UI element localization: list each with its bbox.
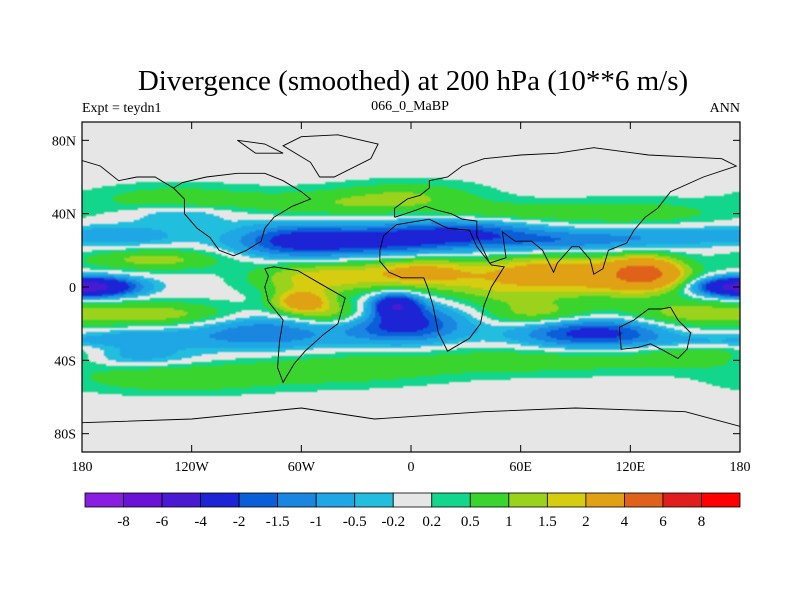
colorbar-label: -6 [156,514,169,530]
coastline-layer [82,134,740,427]
colorbar-swatch [354,492,394,508]
colorbar-label: -4 [194,514,207,530]
y-tick-label: 40N [52,208,76,223]
x-tick-label: 60W [288,460,316,475]
colorbar-swatch [277,492,317,508]
colorbar: -8 -6 -4 -2 -1.5 -1 -0.5 -0.2 0.2 0.5 1 1.5 2 4 6 8 [84,492,741,530]
colorbar-swatch [546,492,587,508]
divergence-contour-field [82,122,740,452]
y-tick-label: 40S [54,354,76,369]
colorbar-swatch [469,492,510,508]
colorbar-swatch [392,492,433,508]
colorbar-label: -2 [233,514,246,530]
x-tick-label: 0 [408,460,415,475]
colorbar-swatch [123,492,163,508]
colorbar-swatch [84,492,124,508]
colorbar-label: 8 [698,514,706,530]
colorbar-swatch [238,492,279,508]
colorbar-label: -0.5 [343,514,367,530]
right-string: ANN [710,101,740,116]
x-tick-label: 60E [509,460,532,475]
colorbar-swatch [431,492,471,508]
colorbar-swatch [315,492,356,508]
left-string: Expt = teydn1 [82,101,161,116]
colorbar-swatch [701,492,741,508]
coastline [237,139,284,154]
x-tick-label: 180 [730,460,751,475]
colorbar-swatch [624,492,664,508]
x-tick-label: 180 [72,460,93,475]
colorbar-label: -0.2 [381,514,405,530]
colorbar-swatch [662,492,702,508]
y-tick-label: 80S [54,428,76,443]
colorbar-swatch [161,492,201,508]
x-tick-label: 120E [616,460,646,475]
y-tick-label: 80N [52,134,76,149]
coastline [394,147,738,275]
coastline [618,306,692,360]
coastline [82,160,174,189]
colorbar-label: 0.2 [422,514,441,530]
colorbar-swatch [585,492,625,508]
colorbar-label: 0.5 [461,514,480,530]
colorbar-label: 2 [582,514,590,530]
colorbar-label: -8 [117,514,130,530]
coastline [264,266,346,384]
colorbar-label: 1.5 [538,514,557,530]
colorbar-label: 4 [621,514,629,530]
map-area [82,122,740,452]
x-tick-label: 120W [175,460,210,475]
colorbar-label: -1 [310,514,323,530]
chart-title: Divergence (smoothed) at 200 hPa (10**6 … [138,65,688,97]
axes: 180 120W 60W 0 60E 120E 180 80N 40N 0 40S 80S [52,122,751,475]
coastline [379,218,505,352]
coastline [173,172,312,257]
colorbar-swatch [200,492,240,508]
colorbar-label: 6 [659,514,667,530]
colorbar-label: 1 [505,514,513,530]
colorbar-swatch [508,492,548,508]
coastline [282,134,379,178]
coastline [82,407,740,427]
center-string: 066_0_MaBP [371,99,449,114]
y-tick-label: 0 [69,281,76,296]
colorbar-label: -1.5 [266,514,290,530]
